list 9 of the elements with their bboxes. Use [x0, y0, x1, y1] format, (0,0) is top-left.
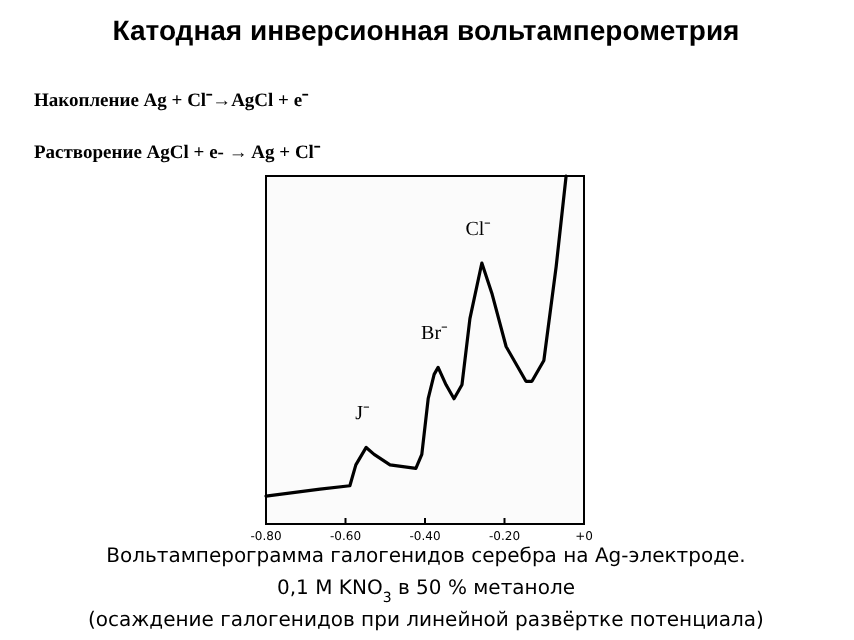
- annotation: Cl⁻: [465, 219, 493, 241]
- text: (осаждение галогенидов при линейной развёртке потенциала): [88, 610, 765, 632]
- chart-title: Катодная инверсионная вольтамперометрия: [112, 14, 740, 46]
- text: 0,1 M KNO$_{3}$ в 50 % метаноле: [277, 578, 575, 606]
- annotation: J⁻: [355, 403, 372, 426]
- text: Накопление Ag + Cl⁻→AgCl + e⁻: [34, 92, 311, 112]
- text: Вольтамперограмма галогенидов серебра на Ag-электроде.: [106, 546, 746, 568]
- text: Растворение AgCl + e- → Ag + Cl⁻: [34, 144, 322, 164]
- annotation: Br⁻: [421, 323, 450, 346]
